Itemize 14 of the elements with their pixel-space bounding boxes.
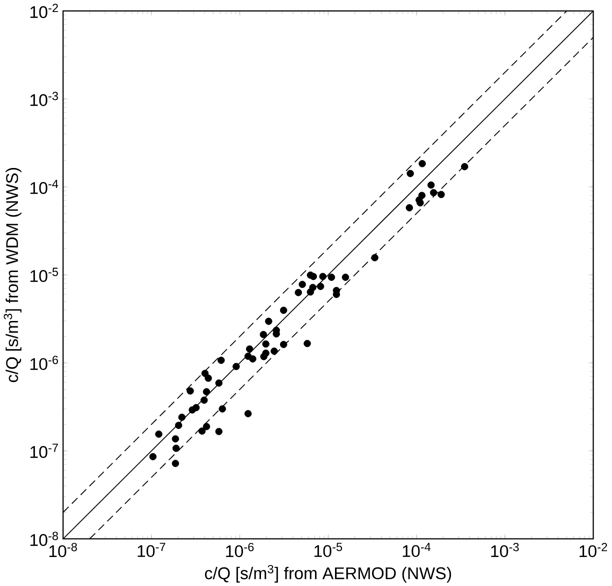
y-tick-label: 10$^{-3}$ (30, 92, 58, 106)
x-tick-label: 10$^{-6}$ (226, 542, 254, 558)
y-axis-title: c/Q [s/m$^{3}$] from WDM (NWS) (4, 168, 22, 382)
x-tick-label: 10$^{-2}$ (580, 542, 608, 558)
x-axis-title: c/Q [s/m$^{3}$] from AERMOD (NWS) (205, 564, 452, 582)
x-tick-label: 10$^{-3}$ (491, 542, 519, 558)
y-tick-label: 10$^{-4}$ (30, 180, 58, 194)
x-tick-label: 10$^{-4}$ (402, 542, 431, 557)
y-tick-label: 10$^{-6}$ (30, 356, 58, 370)
x-tick-label: 10$^{-5}$ (314, 542, 342, 557)
y-tick-label: 10$^{-5}$ (30, 268, 58, 282)
y-tick-label: 10$^{-7}$ (30, 444, 58, 458)
x-tick-label: 10$^{-7}$ (138, 542, 166, 557)
y-tick-label: 10$^{-2}$ (30, 4, 58, 18)
